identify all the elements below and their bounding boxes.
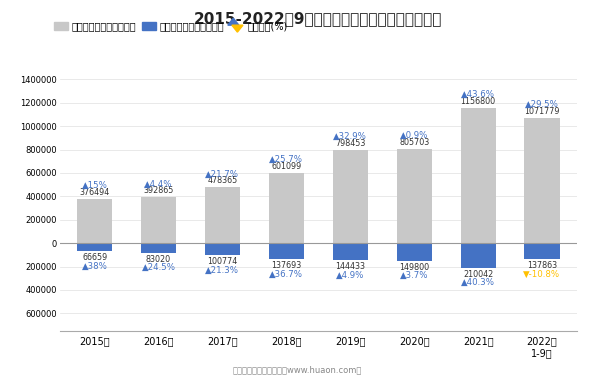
- Text: ▲4.4%: ▲4.4%: [145, 179, 173, 188]
- Text: ▲40.3%: ▲40.3%: [461, 278, 495, 287]
- Text: ▲0.9%: ▲0.9%: [400, 131, 428, 140]
- Bar: [397, 149, 432, 243]
- Bar: [205, 243, 240, 255]
- Text: 制图：华经产业研究院（www.huaon.com）: 制图：华经产业研究院（www.huaon.com）: [233, 365, 362, 374]
- Text: ▲21.7%: ▲21.7%: [205, 170, 239, 179]
- Text: ▲36.7%: ▲36.7%: [270, 270, 303, 279]
- Text: ▲4.9%: ▲4.9%: [336, 271, 365, 280]
- Text: ▲21.3%: ▲21.3%: [205, 265, 239, 274]
- Text: ▲38%: ▲38%: [82, 261, 108, 270]
- Bar: [524, 118, 559, 243]
- Text: 210042: 210042: [463, 270, 493, 279]
- Text: ▲15%: ▲15%: [82, 181, 108, 190]
- Text: ▲32.9%: ▲32.9%: [333, 132, 367, 141]
- Text: 392865: 392865: [143, 186, 174, 195]
- Text: 66659: 66659: [82, 253, 107, 262]
- Text: 798453: 798453: [335, 139, 365, 148]
- Text: ▲43.6%: ▲43.6%: [461, 90, 495, 99]
- Text: 144433: 144433: [335, 262, 365, 271]
- Text: ▲25.7%: ▲25.7%: [270, 155, 303, 164]
- Bar: [461, 108, 496, 243]
- Bar: [141, 243, 176, 253]
- Text: 1071779: 1071779: [524, 107, 560, 116]
- Bar: [461, 243, 496, 268]
- Text: 601099: 601099: [271, 162, 302, 171]
- Title: 2015-2022年9月中国与柬埔寨进、出口商品总值: 2015-2022年9月中国与柬埔寨进、出口商品总值: [194, 11, 443, 26]
- Text: ▼-10.8%: ▼-10.8%: [524, 270, 560, 279]
- Bar: [141, 197, 176, 243]
- Text: 100774: 100774: [207, 257, 237, 266]
- Text: ▲24.5%: ▲24.5%: [142, 263, 176, 272]
- Text: 805703: 805703: [399, 138, 430, 147]
- Text: 376494: 376494: [80, 188, 109, 197]
- Text: ▲3.7%: ▲3.7%: [400, 271, 428, 280]
- Bar: [269, 243, 304, 259]
- Text: 1156800: 1156800: [461, 97, 496, 106]
- Bar: [333, 243, 368, 260]
- Text: 137693: 137693: [271, 261, 302, 270]
- Text: 149800: 149800: [399, 263, 429, 272]
- Text: 478365: 478365: [207, 176, 237, 185]
- Bar: [397, 243, 432, 261]
- Legend: 出口商品总值（万美元）, 进口商品总值（万美元）, 同比增长(%): 出口商品总值（万美元）, 进口商品总值（万美元）, 同比增长(%): [54, 21, 287, 31]
- Bar: [524, 243, 559, 259]
- Bar: [77, 243, 112, 251]
- Bar: [77, 199, 112, 243]
- Text: 83020: 83020: [146, 255, 171, 264]
- Text: 137863: 137863: [527, 261, 557, 270]
- Text: ▲29.5%: ▲29.5%: [525, 100, 559, 109]
- Bar: [205, 187, 240, 243]
- Bar: [269, 173, 304, 243]
- Bar: [333, 150, 368, 243]
